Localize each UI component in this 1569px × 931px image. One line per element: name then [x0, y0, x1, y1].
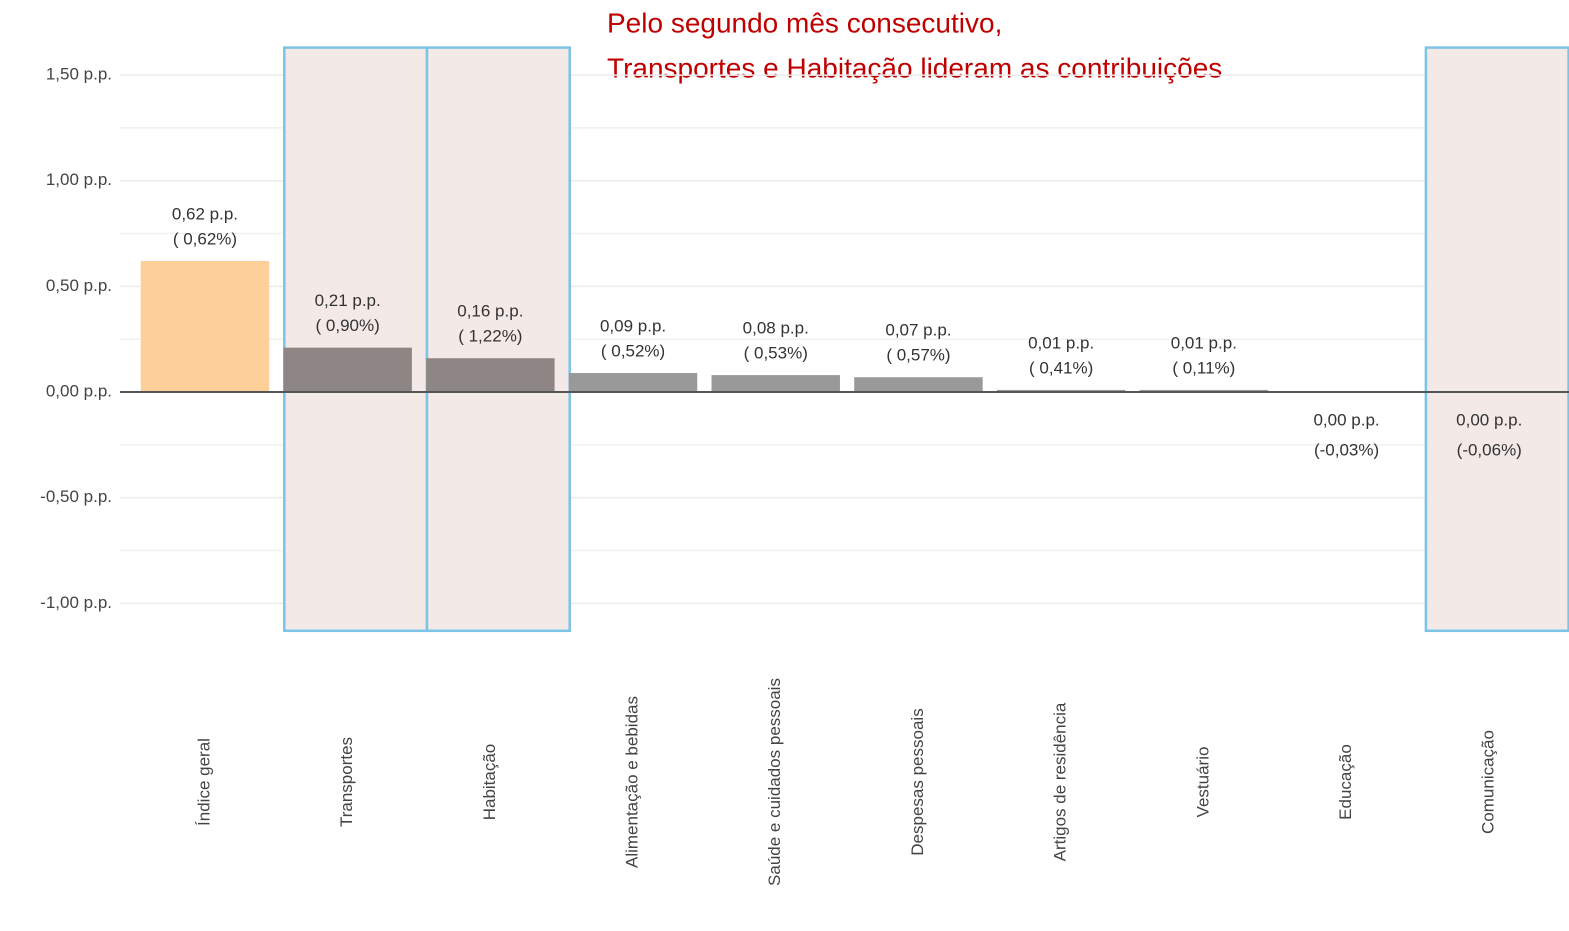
value-label: 0,08 p.p. — [743, 319, 809, 338]
x-tick-label: Vestuário — [1193, 747, 1212, 818]
x-tick-label: Educação — [1336, 744, 1355, 820]
y-tick-label: 0,00 p.p. — [46, 382, 112, 401]
value-label: 0,00 p.p. — [1313, 411, 1379, 430]
highlight-box — [283, 46, 429, 633]
bar — [283, 347, 412, 393]
bar — [1139, 389, 1269, 393]
bar — [568, 373, 698, 393]
bar — [996, 389, 1126, 393]
y-tick-label: -1,00 p.p. — [40, 593, 112, 612]
x-tick-label: Comunicação — [1479, 730, 1498, 834]
y-tick-label: -0,50 p.p. — [40, 487, 112, 506]
y-tick-label: 1,00 p.p. — [46, 170, 112, 189]
x-tick-label: Alimentação e bebidas — [623, 696, 642, 868]
y-tick-label: 1,50 p.p. — [46, 65, 112, 84]
highlight-box — [425, 46, 571, 633]
pct-label: ( 0,41%) — [1029, 358, 1093, 377]
y-tick-label: 0,50 p.p. — [46, 276, 112, 295]
value-label: 0,01 p.p. — [1171, 333, 1237, 352]
pct-label: (-0,06%) — [1457, 441, 1522, 460]
pct-label: ( 0,53%) — [744, 344, 808, 363]
annotation: Pelo segundo mês consecutivo, — [607, 7, 1002, 38]
value-label: 0,00 p.p. — [1456, 411, 1522, 430]
pct-label: (-0,03%) — [1314, 441, 1379, 460]
bar — [711, 375, 840, 393]
pct-label: ( 1,22%) — [458, 327, 522, 346]
value-label: 0,07 p.p. — [885, 321, 951, 340]
value-label: 0,01 p.p. — [1028, 333, 1094, 352]
x-tick-label: Artigos de residência — [1051, 702, 1070, 861]
pct-label: ( 0,90%) — [316, 316, 380, 335]
value-label: 0,16 p.p. — [457, 302, 523, 321]
value-label: 0,21 p.p. — [315, 291, 381, 310]
annotation: Transportes e Habitação lideram as contr… — [607, 52, 1222, 83]
x-tick-label: Habitação — [480, 744, 499, 821]
pct-label: ( 0,62%) — [173, 230, 237, 249]
x-tick-label: Índice geral — [194, 738, 213, 826]
x-tick-label: Despesas pessoais — [908, 708, 927, 855]
pct-label: ( 0,11%) — [1172, 358, 1235, 377]
x-tick-label: Transportes — [337, 737, 356, 827]
bar — [140, 261, 270, 393]
pct-label: ( 0,52%) — [601, 341, 665, 360]
highlight-box — [1424, 46, 1569, 633]
bar — [426, 358, 555, 393]
value-label: 0,09 p.p. — [600, 316, 666, 335]
pct-label: ( 0,57%) — [886, 346, 950, 365]
x-tick-label: Saúde e cuidados pessoais — [765, 678, 784, 886]
value-label: 0,62 p.p. — [172, 205, 238, 224]
bar — [854, 377, 983, 393]
